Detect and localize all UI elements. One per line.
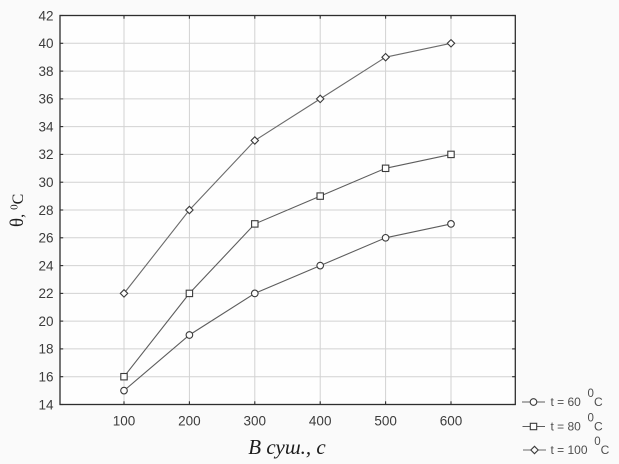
svg-text:14: 14 [38,397,54,412]
svg-text:24: 24 [38,258,54,273]
svg-text:26: 26 [38,231,53,246]
svg-text:20: 20 [38,314,53,329]
svg-text:200: 200 [178,413,201,428]
svg-text:16: 16 [38,370,53,385]
svg-text:500: 500 [374,413,397,428]
svg-text:28: 28 [38,203,53,218]
svg-text:600: 600 [440,413,463,428]
svg-text:38: 38 [38,64,53,79]
svg-text:18: 18 [38,342,53,357]
svg-text:30: 30 [38,175,53,190]
svg-text:40: 40 [38,36,53,51]
svg-text:22: 22 [38,286,53,301]
svg-text:θ, 0C: θ, 0C [7,194,28,227]
svg-text:34: 34 [38,119,54,134]
svg-text:В суш., с: В суш., с [248,435,326,459]
svg-text:100: 100 [113,413,136,428]
svg-text:42: 42 [38,8,53,23]
svg-text:300: 300 [244,413,267,428]
svg-text:400: 400 [309,413,332,428]
svg-text:36: 36 [38,92,53,107]
svg-text:32: 32 [38,147,53,162]
